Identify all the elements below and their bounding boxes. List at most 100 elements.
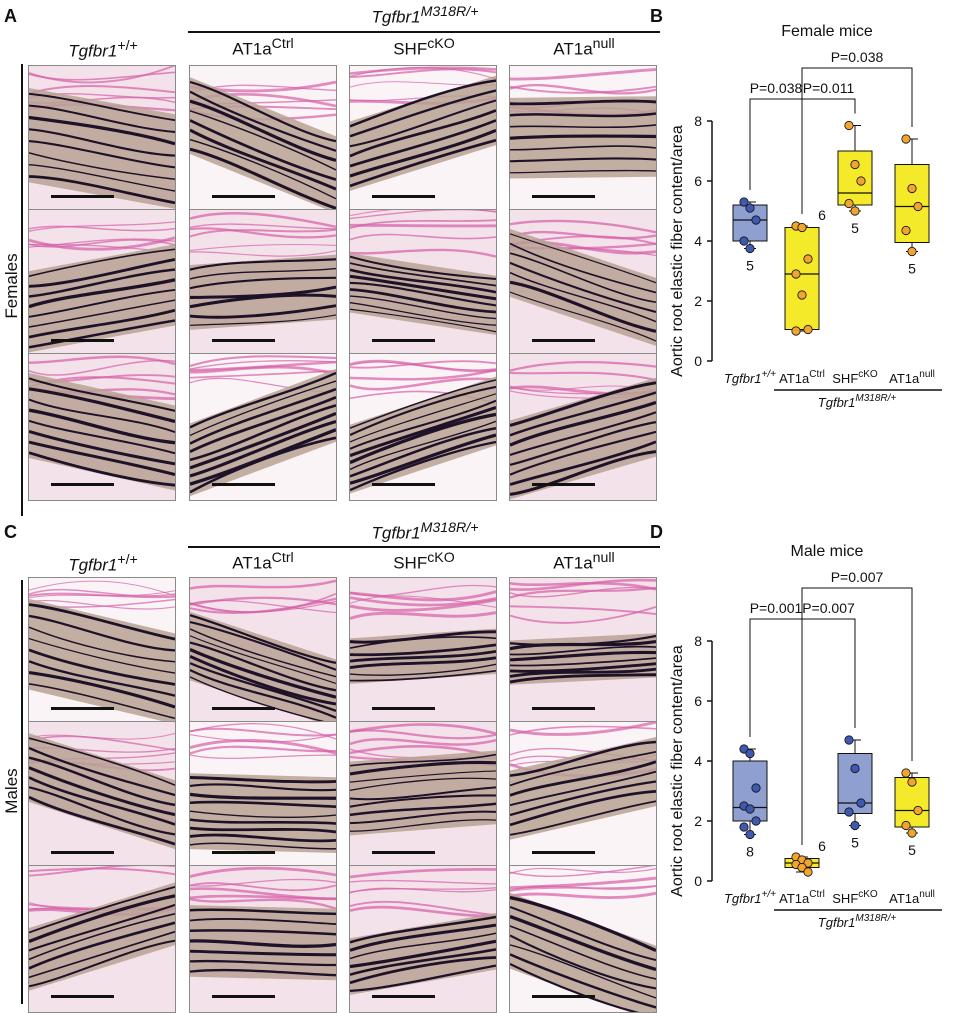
connective-fiber: [350, 598, 496, 612]
data-point: [745, 243, 755, 254]
scale-bar: [212, 195, 275, 198]
connective-fiber: [350, 210, 496, 217]
y-tick-label: 8: [694, 113, 702, 129]
tissue-texture: [29, 66, 175, 212]
vessel-wall: [510, 228, 656, 346]
chart-male-mice: Male mice Aortic root elastic fiber conte…: [669, 543, 942, 930]
elastic-lamella: [510, 134, 656, 140]
connective-fiber: [350, 596, 496, 607]
scale-bar: [212, 707, 275, 710]
sample-size-label: 5: [746, 258, 754, 274]
elastic-lamella: [350, 760, 496, 776]
elastic-lamella: [29, 175, 175, 205]
elastic-lamella: [29, 776, 175, 826]
group-label: Tgfbr1M318R/+: [818, 913, 897, 930]
elastic-lamella: [510, 400, 656, 447]
elastic-lamella: [29, 258, 175, 288]
tissue-texture: [29, 722, 175, 868]
micrograph-tile: [189, 721, 337, 869]
box: [837, 150, 873, 206]
elastic-lamella: [29, 152, 175, 180]
connective-fiber: [350, 233, 496, 241]
col-label-sup: cKO: [427, 36, 455, 52]
elastic-lamella: [350, 420, 496, 471]
data-point: [901, 134, 911, 144]
scale-bar: [51, 483, 114, 486]
connective-fiber: [190, 754, 336, 759]
females-label: Females: [2, 253, 21, 319]
elastic-lamella: [190, 293, 336, 309]
tissue-texture: [190, 66, 336, 212]
data-point: [907, 183, 917, 194]
data-point: [907, 777, 917, 787]
micrograph-tile: [349, 865, 497, 1013]
elastic-lamella: [510, 233, 656, 284]
connective-fiber: [29, 85, 175, 95]
x-tick-label: Tgfbr1+/+: [724, 369, 776, 386]
connective-fiber: [29, 588, 175, 597]
elastic-lamella: [190, 641, 336, 692]
elastic-lamella: [510, 639, 656, 651]
elastic-lamella: [350, 964, 496, 993]
elastic-lamella: [29, 140, 175, 169]
elastic-lamella: [350, 649, 496, 663]
elastic-lamella: [190, 614, 336, 665]
elastic-lamella: [29, 648, 175, 686]
data-point: [739, 197, 749, 207]
p-value-label: P=0.007: [831, 569, 884, 585]
data-point: [844, 198, 854, 209]
col-label-base: Tgfbr1: [68, 555, 118, 575]
elastic-lamella: [29, 248, 175, 277]
elastic-lamella: [190, 968, 336, 977]
vessel-wall: [29, 244, 175, 353]
elastic-lamella: [510, 662, 656, 673]
connective-fiber: [350, 900, 496, 917]
vessel-wall: [29, 87, 175, 209]
elastic-lamella: [29, 429, 175, 466]
elastic-lamella: [510, 440, 656, 486]
connective-fiber: [190, 599, 336, 614]
connective-fiber: [29, 592, 175, 599]
connective-fiber: [190, 243, 336, 252]
scale-bar: [532, 339, 595, 342]
connective-fiber: [350, 905, 496, 918]
col-label-base: AT1a: [553, 553, 593, 573]
group-header-c: Tgfbr1M318R/+: [190, 520, 660, 544]
connective-fiber: [29, 580, 175, 597]
y-tick-label: 2: [694, 293, 702, 309]
y-tick-label: 2: [694, 813, 702, 829]
column-header-shfcko-c: SHFcKO: [349, 550, 499, 574]
sample-size-label: 5: [908, 261, 916, 277]
micrograph-tile: [509, 65, 657, 213]
elastic-lamella: [190, 258, 336, 271]
elastic-lamella: [190, 833, 336, 843]
tissue-texture: [350, 578, 496, 724]
elastic-lamella: [190, 314, 336, 326]
elastic-lamella: [190, 411, 336, 470]
micrograph-tile: [509, 209, 657, 357]
connective-fiber: [510, 230, 656, 240]
males-label: Males: [2, 768, 21, 814]
elastic-lamella: [350, 777, 496, 791]
vessel-wall: [190, 77, 336, 212]
col-label-base: Tgfbr1: [68, 41, 118, 61]
elastic-lamella: [29, 288, 175, 318]
elastic-lamella: [350, 923, 496, 952]
connective-fiber: [510, 586, 656, 599]
data-point: [844, 735, 854, 745]
scale-bar: [212, 995, 275, 998]
elastic-lamella: [350, 770, 496, 783]
connective-fiber: [29, 66, 175, 84]
x-tick-label: AT1aCtrl: [779, 889, 825, 906]
elastic-lamella: [350, 399, 496, 450]
elastic-lamella: [190, 654, 336, 706]
connective-fiber: [510, 885, 656, 892]
elastic-lamella: [350, 79, 496, 128]
elastic-lamella: [510, 944, 656, 999]
elastic-lamella: [29, 903, 175, 952]
connective-fiber: [190, 212, 336, 229]
vessel-wall: [350, 750, 496, 836]
tissue-texture: [510, 578, 656, 724]
males-bracket: [21, 580, 23, 1004]
sample-size-label: 5: [908, 842, 916, 858]
